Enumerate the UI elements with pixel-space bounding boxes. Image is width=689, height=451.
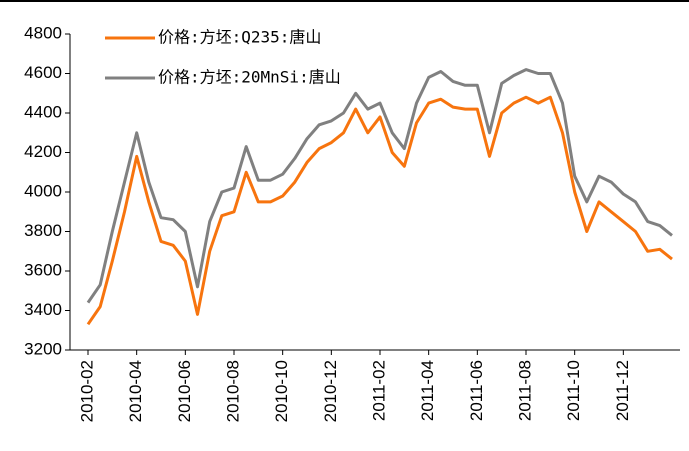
series-line: [86, 68, 673, 304]
y-tick-label: 4200: [24, 142, 62, 161]
y-tick-label: 3200: [24, 339, 62, 358]
x-tick-label: 2010-02: [77, 360, 96, 422]
legend-label: 价格:方坯:Q235:唐山: [158, 28, 321, 47]
x-tick-label: 2010-04: [126, 360, 145, 422]
x-tick-label: 2011-10: [564, 360, 583, 421]
x-tick-label: 2010-08: [223, 360, 242, 422]
y-tick-label: 4400: [24, 102, 62, 121]
y-tick-label: 3800: [24, 221, 62, 240]
x-tick-label: 2011-04: [418, 360, 437, 421]
x-tick-label: 2011-02: [369, 360, 388, 421]
y-tick-label: 4600: [24, 63, 62, 82]
y-tick-label: 4800: [24, 23, 62, 42]
x-tick-label: 2010-06: [175, 360, 194, 422]
x-tick-label: 2010-12: [321, 360, 340, 422]
x-tick-label: 2011-08: [515, 360, 534, 421]
series-line: [86, 95, 673, 326]
y-tick-label: 3400: [24, 300, 62, 319]
x-tick-label: 2010-10: [272, 360, 291, 422]
x-tick-label: 2011-06: [467, 360, 486, 421]
legend-label: 价格:方坯:20MnSi:唐山: [158, 68, 341, 87]
y-tick-label: 3600: [24, 260, 62, 279]
x-tick-label: 2011-12: [613, 360, 632, 421]
y-tick-label: 4000: [24, 181, 62, 200]
